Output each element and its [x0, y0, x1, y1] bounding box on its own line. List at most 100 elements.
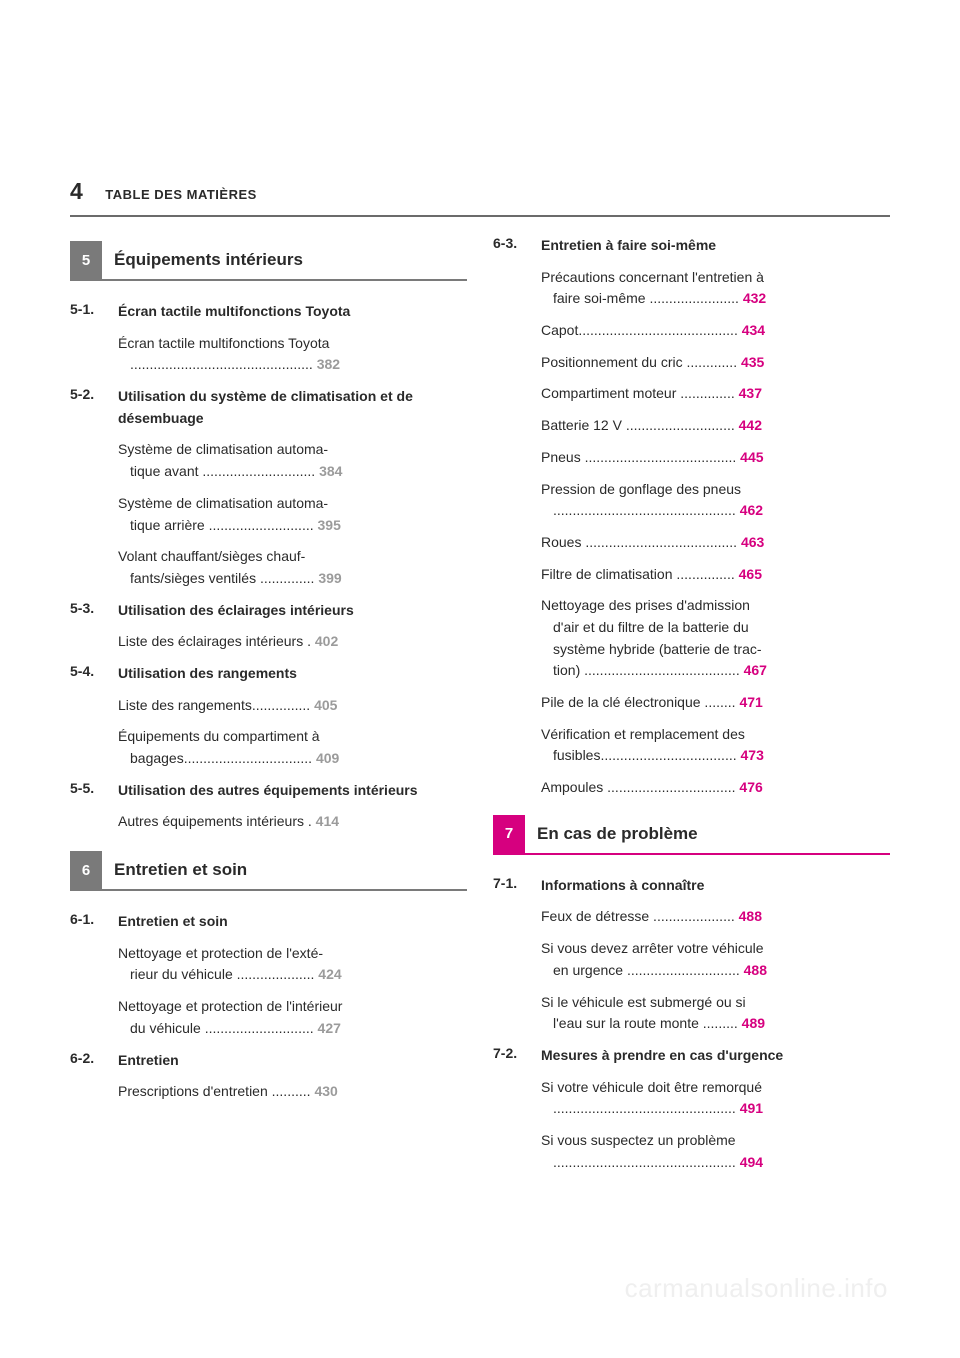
page-ref: 414: [316, 813, 339, 829]
entry-line: Liste des rangements............... 405: [118, 697, 337, 713]
page-ref: 427: [318, 1020, 341, 1036]
toc-entry: Roues ..................................…: [541, 532, 890, 554]
section-title: Entretien et soin: [118, 911, 228, 933]
section-number: 5-2.: [70, 386, 118, 429]
section-number: 5-1.: [70, 301, 118, 323]
page-ref: 489: [742, 1015, 765, 1031]
page-ref: 399: [318, 570, 341, 586]
page-ref: 405: [314, 697, 337, 713]
toc-entry: Volant chauffant/sièges chauf- fants/siè…: [118, 546, 467, 589]
page-ref: 382: [317, 356, 340, 372]
content-columns: 5 Équipements intérieurs 5-1. Écran tact…: [70, 235, 890, 1179]
page-ref: 471: [739, 694, 762, 710]
entry-line: Autres équipements intérieurs . 414: [118, 813, 339, 829]
entry-line: Volant chauffant/sièges chauf-: [118, 548, 305, 564]
section-title: Entretien à faire soi-même: [541, 235, 716, 257]
section-entries: Feux de détresse ..................... 4…: [541, 906, 890, 1034]
page-ref: 488: [744, 962, 767, 978]
toc-entry: Feux de détresse ..................... 4…: [541, 906, 890, 928]
entry-line: ........................................…: [541, 1152, 890, 1174]
section-number: 5-3.: [70, 600, 118, 622]
section-title: Utilisation des rangements: [118, 663, 297, 685]
page-ref: 465: [739, 566, 762, 582]
page-ref: 491: [740, 1100, 763, 1116]
section-number: 6-1.: [70, 911, 118, 933]
section-number: 6-2.: [70, 1050, 118, 1072]
section-entries: Si votre véhicule doit être remorqué ...…: [541, 1077, 890, 1174]
page-ref: 473: [741, 747, 764, 763]
entry-line: fants/sièges ventilés .............. 399: [118, 568, 467, 590]
section-entries: Nettoyage et protection de l'exté- rieur…: [118, 943, 467, 1040]
section-heading: 5-1. Écran tactile multifonctions Toyota: [70, 301, 467, 323]
page-ref: 445: [740, 449, 763, 465]
entry-line: d'air et du filtre de la batterie du: [541, 617, 890, 639]
entry-line: Liste des éclairages intérieurs . 402: [118, 633, 338, 649]
toc-entry: Pile de la clé électronique ........ 471: [541, 692, 890, 714]
entry-line: Système de climatisation automa-: [118, 495, 328, 511]
toc-entry: Vérification et remplacement des fusible…: [541, 724, 890, 767]
entry-line: Nettoyage et protection de l'exté-: [118, 945, 323, 961]
entry-line: ........................................…: [541, 500, 890, 522]
page-ref: 435: [741, 354, 764, 370]
entry-line: du véhicule ............................…: [118, 1018, 467, 1040]
section-heading: 5-3. Utilisation des éclairages intérieu…: [70, 600, 467, 622]
toc-entry: Compartiment moteur .............. 437: [541, 383, 890, 405]
section-number: 7-1.: [493, 875, 541, 897]
section-heading: 6-3. Entretien à faire soi-même: [493, 235, 890, 257]
page-ref: 424: [318, 966, 341, 982]
chapter-title: Entretien et soin: [102, 851, 467, 889]
left-column: 5 Équipements intérieurs 5-1. Écran tact…: [70, 235, 467, 1179]
toc-entry: Système de climatisation automa- tique a…: [118, 439, 467, 482]
section-entries: Liste des rangements............... 405 …: [118, 695, 467, 770]
section-number: 7-2.: [493, 1045, 541, 1067]
toc-entry: Filtre de climatisation ............... …: [541, 564, 890, 586]
page-ref: 430: [314, 1083, 337, 1099]
entry-line: tique arrière ..........................…: [118, 515, 467, 537]
page-ref: 432: [743, 290, 766, 306]
toc-entry: Ampoules ...............................…: [541, 777, 890, 799]
section-heading: 6-2. Entretien: [70, 1050, 467, 1072]
toc-entry: Liste des éclairages intérieurs . 402: [118, 631, 467, 653]
page-ref: 494: [740, 1154, 763, 1170]
entry-line: bagages.................................…: [118, 748, 467, 770]
entry-line: Système de climatisation automa-: [118, 441, 328, 457]
toc-entry: Si vous devez arrêter votre véhicule en …: [541, 938, 890, 981]
entry-line: ........................................…: [541, 1098, 890, 1120]
chapter-bar-7: 7 En cas de problème: [493, 815, 890, 855]
entry-line: rieur du véhicule .................... 4…: [118, 964, 467, 986]
entry-line: Si le véhicule est submergé ou si: [541, 994, 746, 1010]
section-entries: Écran tactile multifonctions Toyota ....…: [118, 333, 467, 376]
entry-line: Équipements du compartiment à: [118, 728, 320, 744]
section-number: 5-4.: [70, 663, 118, 685]
toc-entry: Positionnement du cric ............. 435: [541, 352, 890, 374]
toc-entry: Système de climatisation automa- tique a…: [118, 493, 467, 536]
chapter-number: 6: [70, 851, 102, 889]
page-ref: 434: [742, 322, 765, 338]
chapter-bar-5: 5 Équipements intérieurs: [70, 241, 467, 281]
section-title: Informations à connaître: [541, 875, 704, 897]
toc-entry: Si vous suspectez un problème ..........…: [541, 1130, 890, 1173]
section-title: Mesures à prendre en cas d'urgence: [541, 1045, 783, 1067]
page-ref: 462: [740, 502, 763, 518]
watermark: carmanualsonline.info: [625, 1273, 888, 1304]
toc-entry: Nettoyage et protection de l'intérieur d…: [118, 996, 467, 1039]
toc-entry: Liste des rangements............... 405: [118, 695, 467, 717]
section-number: 6-3.: [493, 235, 541, 257]
entry-line: faire soi-même ....................... 4…: [541, 288, 890, 310]
entry-line: ........................................…: [118, 354, 467, 376]
toc-entry: Prescriptions d'entretien .......... 430: [118, 1081, 467, 1103]
section-entries: Autres équipements intérieurs . 414: [118, 811, 467, 833]
page-ref: 409: [316, 750, 339, 766]
entry-line: tique avant ............................…: [118, 461, 467, 483]
toc-entry: Nettoyage des prises d'admission d'air e…: [541, 595, 890, 682]
entry-line: Nettoyage et protection de l'intérieur: [118, 998, 342, 1014]
section-heading: 5-4. Utilisation des rangements: [70, 663, 467, 685]
section-heading: 5-5. Utilisation des autres équipements …: [70, 780, 467, 802]
page-ref: 463: [741, 534, 764, 550]
header-title: TABLE DES MATIÈRES: [105, 187, 257, 202]
section-heading: 5-2. Utilisation du système de climatisa…: [70, 386, 467, 429]
page-ref: 395: [318, 517, 341, 533]
toc-entry: Nettoyage et protection de l'exté- rieur…: [118, 943, 467, 986]
entry-line: l'eau sur la route monte ......... 489: [541, 1013, 890, 1035]
section-heading: 7-1. Informations à connaître: [493, 875, 890, 897]
